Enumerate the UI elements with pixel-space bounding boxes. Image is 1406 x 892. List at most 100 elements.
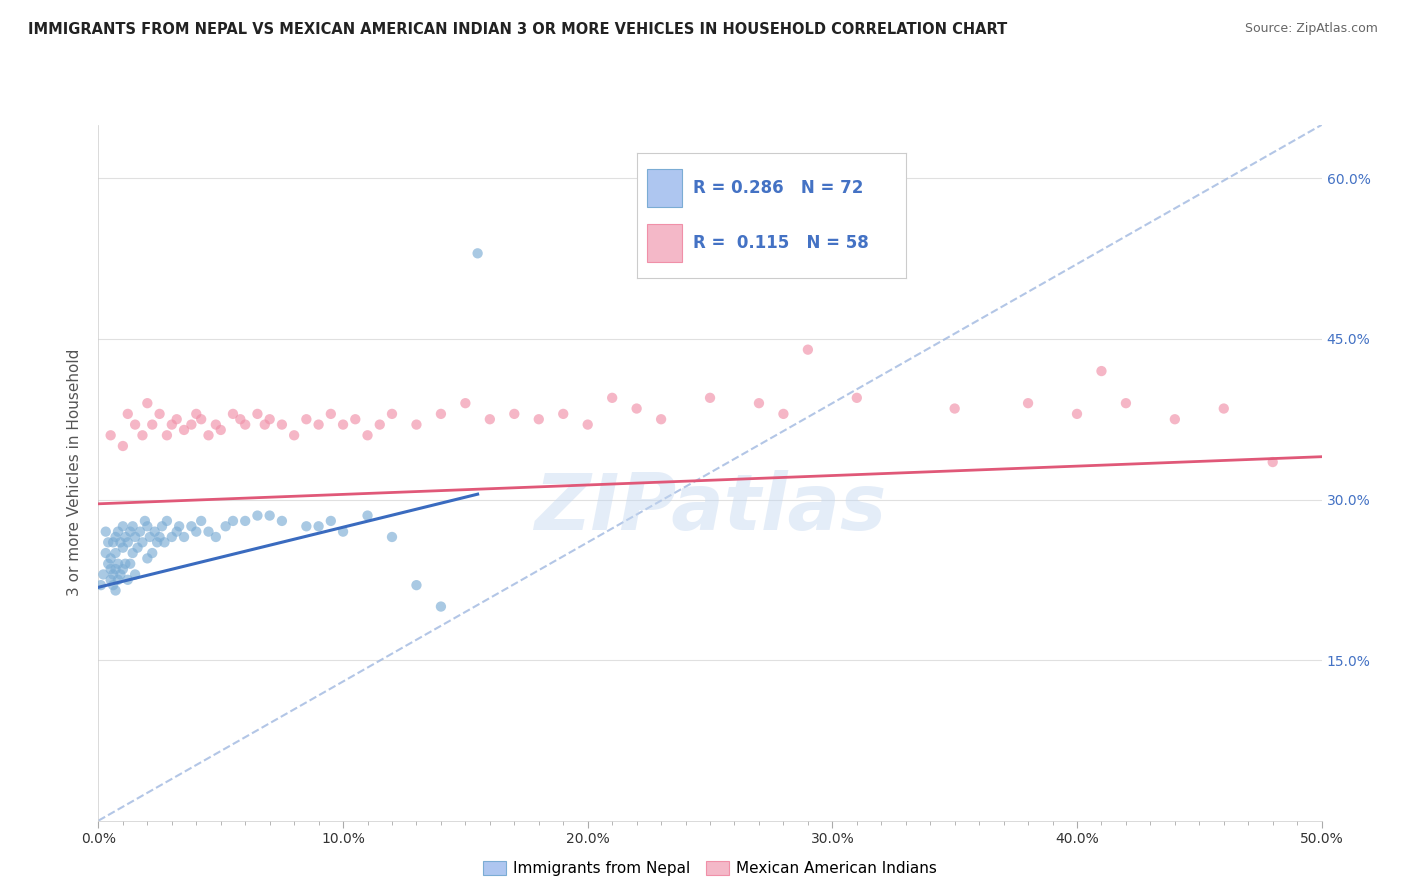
Point <box>356 428 378 442</box>
Point <box>344 412 367 426</box>
Point <box>527 412 550 426</box>
Point <box>214 519 236 533</box>
Point <box>650 412 672 426</box>
Point <box>111 562 134 576</box>
Point <box>173 530 195 544</box>
Point <box>134 514 156 528</box>
Point <box>136 519 159 533</box>
Point <box>197 524 219 539</box>
Point <box>100 562 122 576</box>
Point <box>136 551 159 566</box>
Point <box>101 535 124 549</box>
Point <box>253 417 276 432</box>
Point <box>149 407 172 421</box>
Text: R = 0.286   N = 72: R = 0.286 N = 72 <box>693 178 863 197</box>
Point <box>209 423 232 437</box>
Point <box>107 573 129 587</box>
Point <box>180 417 202 432</box>
Point <box>1212 401 1234 416</box>
Point <box>1090 364 1112 378</box>
Point <box>454 396 477 410</box>
Point <box>229 412 252 426</box>
Point <box>186 407 208 421</box>
Point <box>772 407 794 421</box>
Point <box>104 562 127 576</box>
Point <box>283 428 305 442</box>
Point <box>156 428 179 442</box>
Point <box>121 546 143 560</box>
Point <box>100 573 122 587</box>
Point <box>101 578 124 592</box>
Point <box>94 546 117 560</box>
Point <box>222 407 245 421</box>
Text: IMMIGRANTS FROM NEPAL VS MEXICAN AMERICAN INDIAN 3 OR MORE VEHICLES IN HOUSEHOLD: IMMIGRANTS FROM NEPAL VS MEXICAN AMERICA… <box>28 22 1007 37</box>
Point <box>167 519 190 533</box>
Point <box>1115 396 1137 410</box>
Point <box>110 535 132 549</box>
Point <box>141 417 163 432</box>
Point <box>748 396 770 410</box>
Text: ZIPatlas: ZIPatlas <box>534 469 886 546</box>
Point <box>97 557 120 571</box>
Point <box>259 412 281 426</box>
Point <box>139 530 162 544</box>
Point <box>94 524 117 539</box>
Point <box>150 519 173 533</box>
Point <box>160 530 183 544</box>
Point <box>699 391 721 405</box>
Point <box>100 428 122 442</box>
Point <box>205 417 228 432</box>
Point <box>117 407 139 421</box>
Point <box>503 407 526 421</box>
Point <box>467 246 489 260</box>
Point <box>246 508 269 523</box>
Point <box>1164 412 1187 426</box>
Point <box>233 514 256 528</box>
Point <box>124 567 146 582</box>
Point <box>111 519 134 533</box>
Point <box>319 407 342 421</box>
Point <box>90 578 112 592</box>
Point <box>100 551 122 566</box>
Point <box>97 535 120 549</box>
Point <box>117 535 139 549</box>
Point <box>222 514 245 528</box>
Point <box>270 514 294 528</box>
Point <box>91 567 114 582</box>
Point <box>114 557 136 571</box>
Point <box>332 524 354 539</box>
Point <box>319 514 342 528</box>
Point <box>149 530 172 544</box>
Point <box>117 573 139 587</box>
Point <box>205 530 228 544</box>
Point <box>131 535 153 549</box>
Point <box>797 343 820 357</box>
Point <box>114 530 136 544</box>
Text: Source: ZipAtlas.com: Source: ZipAtlas.com <box>1244 22 1378 36</box>
Point <box>845 391 868 405</box>
Point <box>104 546 127 560</box>
Point <box>124 417 146 432</box>
Point <box>1017 396 1039 410</box>
Point <box>110 567 132 582</box>
Legend: Immigrants from Nepal, Mexican American Indians: Immigrants from Nepal, Mexican American … <box>477 855 943 882</box>
Point <box>332 417 354 432</box>
Point <box>259 508 281 523</box>
Point <box>141 546 163 560</box>
Text: R =  0.115   N = 58: R = 0.115 N = 58 <box>693 234 869 252</box>
Point <box>381 530 404 544</box>
Point <box>136 396 159 410</box>
Point <box>120 524 142 539</box>
Point <box>295 519 318 533</box>
Point <box>478 412 501 426</box>
Point <box>430 407 453 421</box>
FancyBboxPatch shape <box>647 224 682 261</box>
Point <box>308 519 330 533</box>
Point <box>186 524 208 539</box>
Point <box>308 417 330 432</box>
Point <box>160 417 183 432</box>
Point <box>368 417 391 432</box>
Point <box>146 535 169 549</box>
Point <box>405 417 427 432</box>
Y-axis label: 3 or more Vehicles in Household: 3 or more Vehicles in Household <box>67 349 83 597</box>
